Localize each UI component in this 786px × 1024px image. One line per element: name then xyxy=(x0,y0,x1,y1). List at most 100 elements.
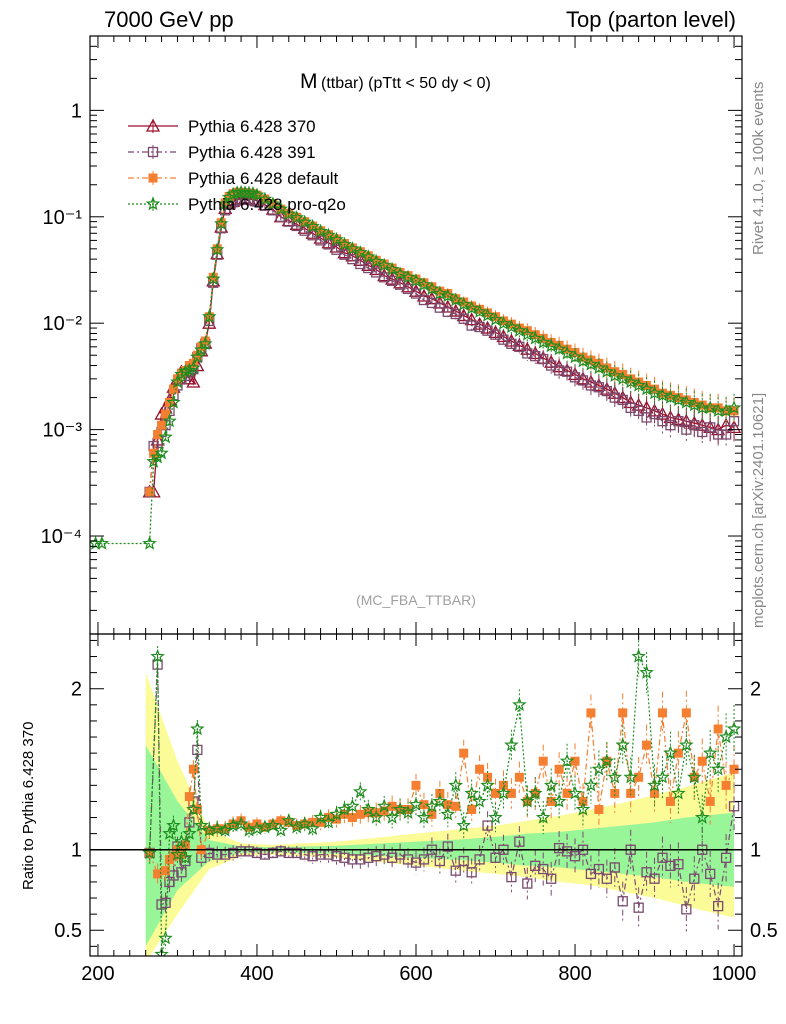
ratio-point xyxy=(623,769,638,784)
data-point xyxy=(329,231,344,246)
ratio-point xyxy=(713,724,723,734)
data-point xyxy=(663,389,678,404)
data-point xyxy=(162,413,177,428)
ratio-point xyxy=(679,737,694,752)
y-tick-label-ratio-right: 2 xyxy=(750,679,761,701)
ratio-point xyxy=(456,817,471,832)
series-p391 xyxy=(144,194,740,498)
data-point xyxy=(257,191,273,206)
ratio-point xyxy=(267,847,279,859)
data-point xyxy=(456,296,471,311)
x-tick-label: 400 xyxy=(240,963,273,985)
ratio-point xyxy=(543,777,559,792)
data-point xyxy=(718,403,734,418)
data-point xyxy=(607,368,623,383)
data-point xyxy=(673,416,684,427)
ratio-point xyxy=(475,764,485,774)
ratio-point xyxy=(569,851,581,862)
ratio-point xyxy=(154,946,169,956)
ratio-band-yellow xyxy=(145,672,734,956)
data-point xyxy=(464,300,479,315)
data-point xyxy=(512,323,527,337)
legend-marker xyxy=(147,146,159,158)
ratio-point xyxy=(184,792,194,802)
ratio-point xyxy=(641,867,652,878)
legend-entry-p391: Pythia 6.428 391 xyxy=(128,143,316,162)
data-point xyxy=(209,242,225,256)
ratio-point xyxy=(459,748,469,758)
data-point xyxy=(153,429,163,439)
ratio-point xyxy=(570,756,580,766)
y-tick-label-ratio: 0.5 xyxy=(54,920,82,942)
ratio-point xyxy=(265,817,281,832)
ratio-point xyxy=(671,785,686,800)
legend-marker xyxy=(148,173,158,183)
data-point xyxy=(313,223,328,238)
ratio-line-pq2o xyxy=(149,654,735,955)
ratio-point xyxy=(538,756,548,766)
data-point xyxy=(297,214,312,229)
data-point xyxy=(289,210,304,224)
data-point xyxy=(368,253,384,268)
ratio-point xyxy=(392,801,408,816)
mcplots-citation-label: mcplots.cern.ch [arXiv:2401.10621] xyxy=(750,392,767,628)
ratio-point xyxy=(283,847,294,859)
ratio-point xyxy=(162,825,177,840)
ratio-point xyxy=(386,852,398,863)
ratio-point xyxy=(361,801,376,816)
ratio-point xyxy=(458,855,469,867)
data-point xyxy=(361,249,376,264)
ratio-point xyxy=(355,809,365,819)
data-point xyxy=(599,364,615,378)
ratio-point xyxy=(161,866,171,876)
ratio-point xyxy=(583,777,599,792)
ratio-point xyxy=(712,900,724,912)
data-point xyxy=(641,412,652,423)
ratio-point xyxy=(687,769,702,784)
data-point xyxy=(432,285,448,300)
data-point xyxy=(633,405,644,417)
ratio-point xyxy=(371,851,382,862)
series-pq2o xyxy=(90,184,742,550)
data-point xyxy=(543,338,559,353)
data-point xyxy=(639,381,654,396)
data-point xyxy=(205,271,221,286)
ratio-point xyxy=(609,862,620,873)
data-point xyxy=(142,535,157,550)
legend-label: Pythia 6.428 370 xyxy=(188,117,316,136)
ratio-point xyxy=(546,873,557,884)
data-point xyxy=(440,288,456,303)
ratio-point xyxy=(321,814,336,829)
plot-title-sub: (ttbar) (pTtt < 50 dy < 0) xyxy=(321,75,491,92)
data-point xyxy=(496,316,511,330)
ratio-point xyxy=(720,852,732,863)
series-p370 xyxy=(142,191,742,498)
ratio-point xyxy=(376,798,392,813)
ratio-point xyxy=(190,721,205,736)
ratio-point xyxy=(440,806,456,821)
data-point xyxy=(575,353,591,368)
data-point xyxy=(249,187,265,202)
ratio-point xyxy=(305,821,320,836)
ratio-point xyxy=(275,846,286,857)
ratio-point xyxy=(368,809,384,824)
ratio-point xyxy=(647,777,662,792)
ratio-point xyxy=(506,871,517,883)
ratio-point xyxy=(451,801,461,811)
data-point xyxy=(551,341,567,356)
data-point xyxy=(623,374,638,389)
ratio-point xyxy=(657,708,667,718)
data-point xyxy=(213,216,229,230)
ratio-point xyxy=(535,809,551,824)
legend-entry-pdefault: Pythia 6.428 default xyxy=(128,169,339,188)
legend-marker xyxy=(145,118,161,132)
data-point xyxy=(530,351,541,362)
data-point xyxy=(145,487,155,497)
ratio-point xyxy=(655,769,670,784)
ratio-point xyxy=(649,873,660,884)
ratio-point xyxy=(554,764,564,774)
ratio-point xyxy=(384,809,400,824)
ratio-point xyxy=(578,796,588,806)
ratio-point xyxy=(227,847,239,859)
